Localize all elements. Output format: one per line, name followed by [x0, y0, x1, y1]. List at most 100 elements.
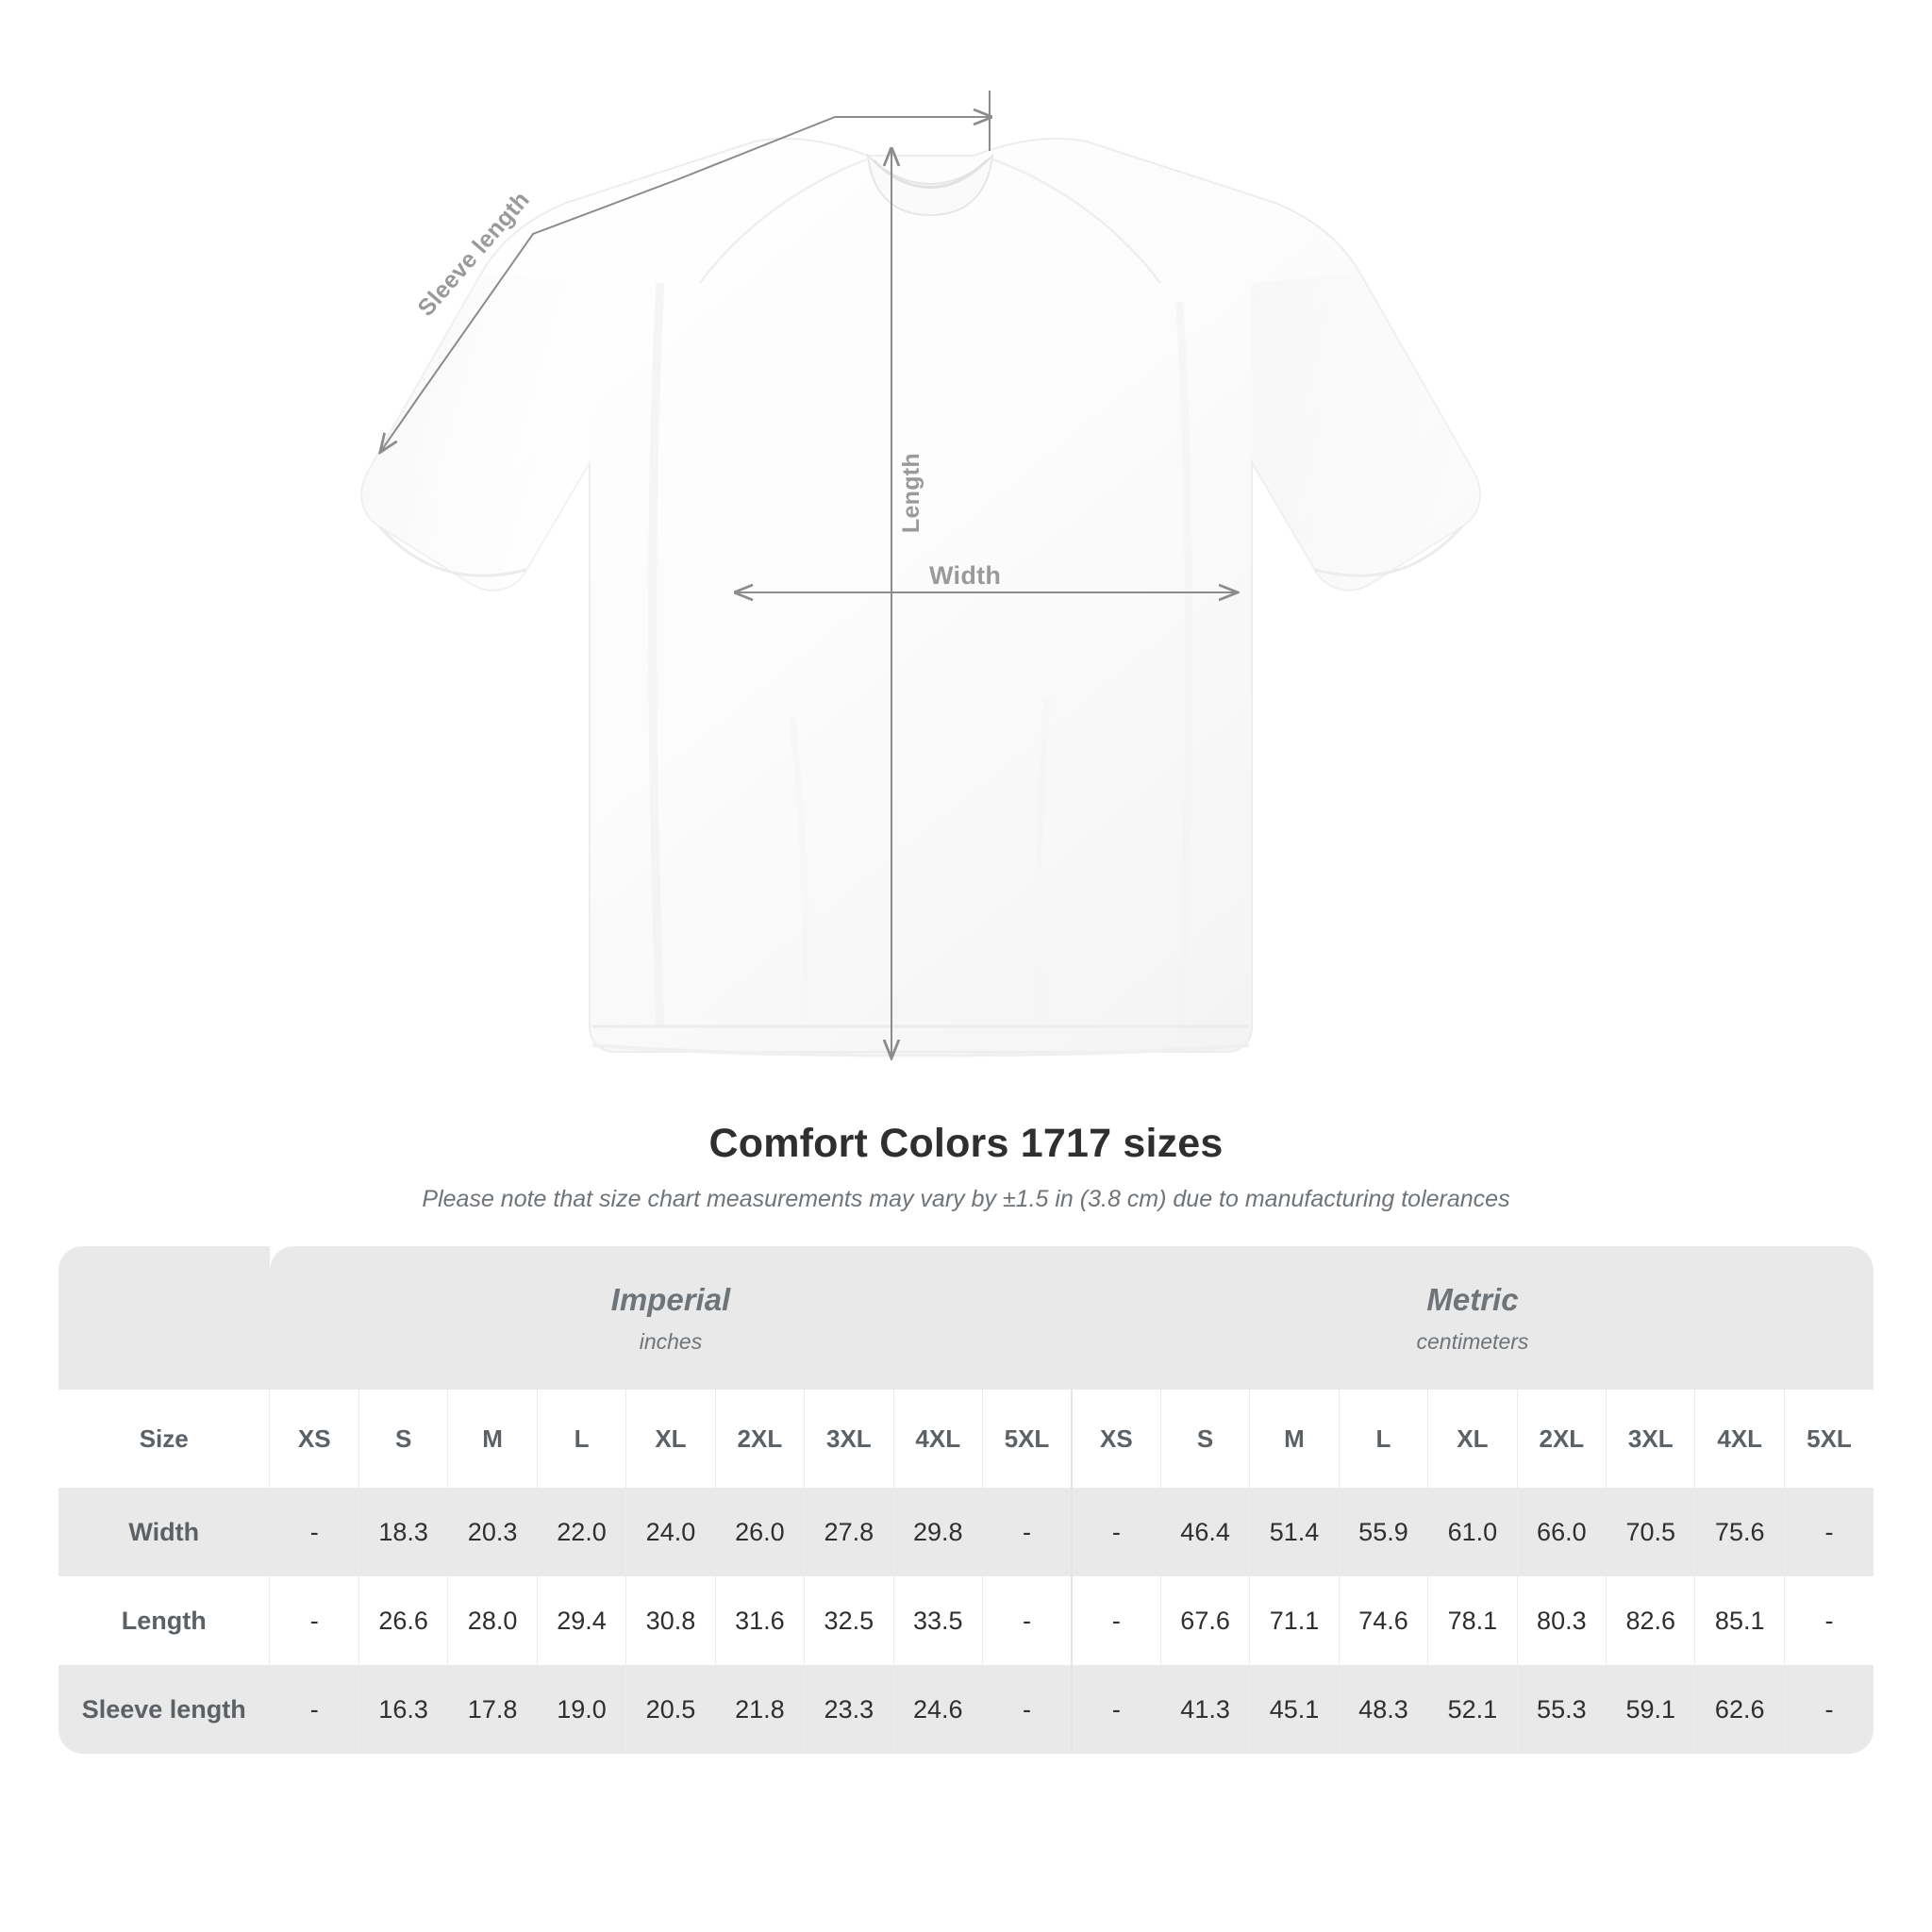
cell-width-metric-3xl: 70.5 — [1606, 1488, 1695, 1576]
cell-width-metric-xl: 61.0 — [1427, 1488, 1518, 1576]
title-block: Comfort Colors 1717 sizes Please note th… — [0, 1121, 1932, 1213]
cell-sleeve-imperial-s: 16.3 — [358, 1665, 448, 1754]
size-header-imperial-l: L — [536, 1390, 626, 1488]
cell-sleeve-metric-s: 41.3 — [1159, 1665, 1250, 1754]
cell-length-metric-xs: - — [1070, 1576, 1161, 1665]
right-shoulder-seam — [990, 157, 1162, 284]
cell-sleeve-imperial-4xl: 24.6 — [892, 1665, 983, 1754]
unit-header-imperial: Imperial inches — [269, 1246, 1072, 1390]
cell-sleeve-metric-4xl: 62.6 — [1694, 1665, 1785, 1754]
cell-length-metric-m: 71.1 — [1249, 1576, 1340, 1665]
cell-width-metric-l: 55.9 — [1338, 1488, 1428, 1576]
cell-length-metric-3xl: 82.6 — [1606, 1576, 1695, 1665]
cell-length-imperial-l: 29.4 — [536, 1576, 626, 1665]
left-sleeve-hem — [377, 525, 527, 577]
cell-width-metric-s: 46.4 — [1159, 1488, 1250, 1576]
cell-length-imperial-xs: - — [269, 1576, 359, 1665]
size-header-row: Size XS S M L XL 2XL 3XL 4XL 5XL XS S M … — [58, 1390, 1874, 1488]
cell-sleeve-imperial-m: 17.8 — [447, 1665, 538, 1754]
cell-length-metric-s: 67.6 — [1159, 1576, 1250, 1665]
cell-length-imperial-3xl: 32.5 — [804, 1576, 894, 1665]
cell-width-metric-4xl: 75.6 — [1694, 1488, 1785, 1576]
unit-name-imperial: Imperial — [610, 1281, 731, 1317]
fabric-fold-2 — [1175, 301, 1193, 1029]
cell-width-imperial-s: 18.3 — [358, 1488, 448, 1576]
size-header-imperial-m: M — [447, 1390, 538, 1488]
cell-sleeve-imperial-xl: 20.5 — [625, 1665, 716, 1754]
unit-sub-imperial: inches — [639, 1328, 703, 1354]
cell-width-imperial-3xl: 27.8 — [804, 1488, 894, 1576]
size-header-metric-xl: XL — [1427, 1390, 1518, 1488]
tshirt-diagram: Sleeve length Length Width — [360, 91, 1481, 1113]
cell-sleeve-metric-2xl: 55.3 — [1516, 1665, 1607, 1754]
bottom-hem-shadow — [591, 1043, 1250, 1058]
cell-width-metric-xs: - — [1070, 1488, 1161, 1576]
cell-length-imperial-m: 28.0 — [447, 1576, 538, 1665]
size-header-imperial-xl: XL — [625, 1390, 716, 1488]
size-header-metric-xs: XS — [1070, 1390, 1161, 1488]
cell-length-imperial-4xl: 33.5 — [892, 1576, 983, 1665]
cell-length-imperial-xl: 30.8 — [625, 1576, 716, 1665]
size-header-imperial-3xl: 3XL — [804, 1390, 894, 1488]
size-header-imperial-s: S — [358, 1390, 448, 1488]
size-header-imperial-5xl: 5XL — [981, 1390, 1072, 1488]
fabric-fold-3 — [789, 716, 809, 1031]
size-header-metric-5xl: 5XL — [1783, 1390, 1874, 1488]
cell-sleeve-metric-3xl: 59.1 — [1606, 1665, 1695, 1754]
cell-width-imperial-l: 22.0 — [536, 1488, 626, 1576]
page-title: Comfort Colors 1717 sizes — [708, 1121, 1224, 1166]
tshirt-body — [360, 137, 1481, 1053]
right-sleeve-hem — [1314, 525, 1464, 577]
size-header-metric-s: S — [1159, 1390, 1250, 1488]
cell-length-imperial-2xl: 31.6 — [714, 1576, 805, 1665]
cell-width-imperial-2xl: 26.0 — [714, 1488, 805, 1576]
cell-sleeve-imperial-xs: - — [269, 1665, 359, 1754]
size-header-imperial-xs: XS — [269, 1390, 359, 1488]
unit-system-header-row: Imperial inches Metric centimeters — [58, 1246, 1874, 1390]
size-column-header: Size — [58, 1390, 270, 1488]
size-header-metric-l: L — [1338, 1390, 1428, 1488]
measurement-annotations — [381, 91, 1236, 1057]
cell-sleeve-metric-xl: 52.1 — [1427, 1665, 1518, 1754]
cell-length-imperial-s: 26.6 — [358, 1576, 448, 1665]
size-header-imperial-2xl: 2XL — [714, 1390, 805, 1488]
unit-name-metric: Metric — [1426, 1281, 1519, 1317]
tshirt-illustration — [360, 91, 1481, 1113]
cell-sleeve-metric-xs: - — [1070, 1665, 1161, 1754]
size-chart-table: Imperial inches Metric centimeters Size … — [58, 1246, 1874, 1754]
cell-width-imperial-5xl: - — [981, 1488, 1072, 1576]
cell-sleeve-imperial-3xl: 23.3 — [804, 1665, 894, 1754]
cell-width-metric-m: 51.4 — [1249, 1488, 1340, 1576]
right-sleeve-shade — [1252, 274, 1480, 591]
cell-length-metric-xl: 78.1 — [1427, 1576, 1518, 1665]
cell-width-imperial-m: 20.3 — [447, 1488, 538, 1576]
unit-sub-metric: centimeters — [1416, 1328, 1529, 1354]
cell-sleeve-metric-l: 48.3 — [1338, 1665, 1428, 1754]
cell-length-metric-5xl: - — [1783, 1576, 1874, 1665]
cell-length-metric-l: 74.6 — [1338, 1576, 1428, 1665]
size-header-metric-m: M — [1249, 1390, 1340, 1488]
table-row: Width - 18.3 20.3 22.0 24.0 26.0 27.8 29… — [58, 1488, 1874, 1576]
cell-sleeve-imperial-2xl: 21.8 — [714, 1665, 805, 1754]
cell-sleeve-metric-m: 45.1 — [1249, 1665, 1340, 1754]
cell-length-metric-4xl: 85.1 — [1694, 1576, 1785, 1665]
table-row: Length - 26.6 28.0 29.4 30.8 31.6 32.5 3… — [58, 1576, 1874, 1665]
length-dimension-label: Length — [898, 453, 924, 534]
unit-header-metric: Metric centimeters — [1071, 1246, 1874, 1390]
size-header-metric-4xl: 4XL — [1694, 1390, 1785, 1488]
cell-width-imperial-xs: - — [269, 1488, 359, 1576]
cell-length-imperial-5xl: - — [981, 1576, 1072, 1665]
cell-length-metric-2xl: 80.3 — [1516, 1576, 1607, 1665]
row-label-width: Width — [58, 1488, 270, 1576]
unit-header-spacer — [58, 1246, 270, 1390]
tshirt-graphic — [360, 137, 1481, 1058]
table-row: Sleeve length - 16.3 17.8 19.0 20.5 21.8… — [58, 1665, 1874, 1754]
size-header-imperial-4xl: 4XL — [892, 1390, 983, 1488]
cell-width-imperial-xl: 24.0 — [625, 1488, 716, 1576]
cell-sleeve-imperial-l: 19.0 — [536, 1665, 626, 1754]
cell-width-metric-5xl: - — [1783, 1488, 1874, 1576]
cell-sleeve-imperial-5xl: - — [981, 1665, 1072, 1754]
size-header-metric-2xl: 2XL — [1516, 1390, 1607, 1488]
row-label-sleeve-length: Sleeve length — [58, 1665, 270, 1754]
